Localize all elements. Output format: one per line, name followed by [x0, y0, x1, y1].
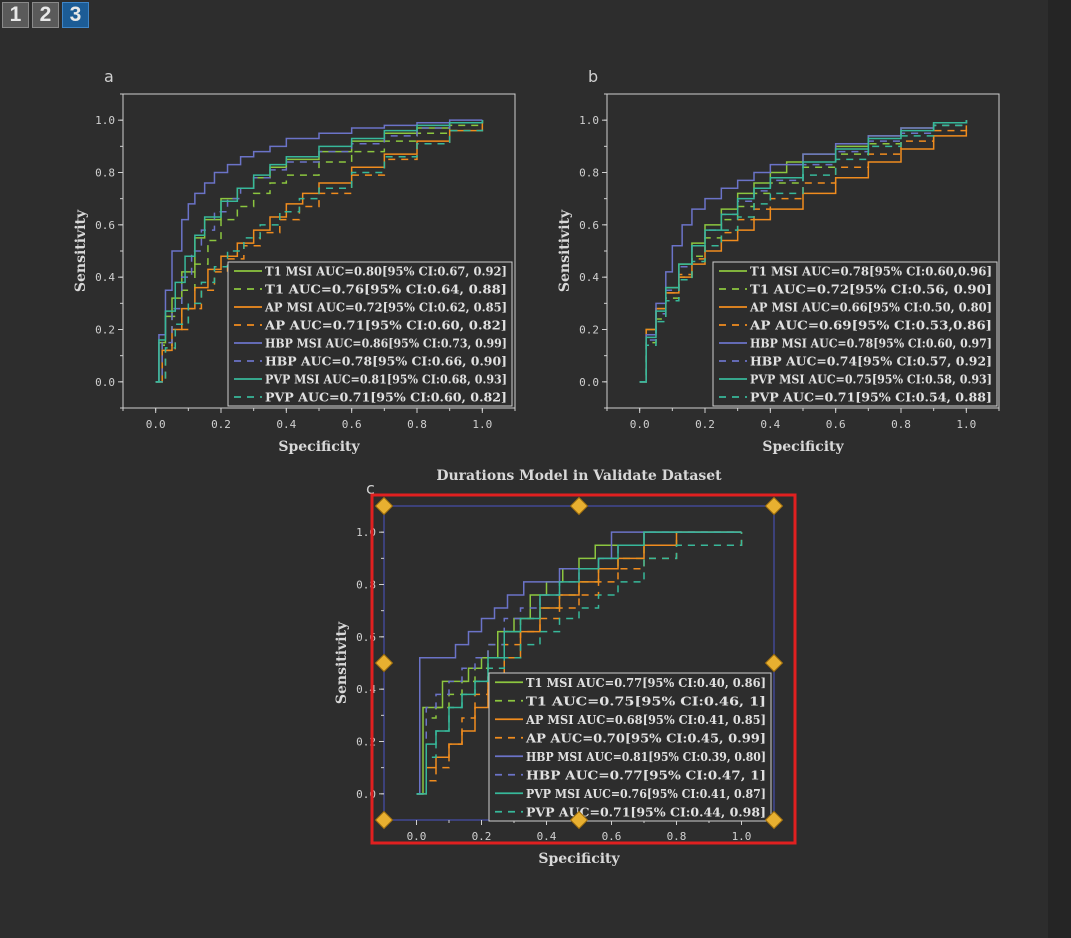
y-tick-label: 0.4 — [579, 271, 599, 284]
x-tick-label: 0.0 — [407, 830, 427, 843]
legend-box — [712, 261, 998, 407]
x-tick-label: 0.6 — [826, 418, 846, 431]
x-tick-label: 0.6 — [602, 830, 622, 843]
y-tick-label: 0.4 — [95, 271, 115, 284]
resize-handle[interactable] — [569, 496, 589, 516]
legend-entry: HBP MSI AUC=0.78[95% CI:0.60, 0.97] — [750, 336, 992, 351]
x-axis-label: Specificity — [278, 439, 360, 455]
legend-entry: PVP AUC=0.71[95% CI:0.54, 0.88] — [750, 390, 992, 405]
roc-curve-pvp-dashed — [155, 120, 484, 383]
roc-curve-pvp-solid — [155, 120, 484, 383]
x-axis-label: Specificity — [538, 851, 620, 867]
roc-chart-a: a 0.0 0.2 0.4 0.6 0.8 1.0 0.0 0.2 0.4 0.6 0.8 1.0 Spe… — [73, 67, 516, 455]
vertical-scrollbar[interactable] — [1048, 0, 1071, 938]
legend-entry: T1 MSI AUC=0.78[95% CI:0.60,0.96] — [750, 264, 992, 279]
x-tick-label: 0.0 — [146, 418, 166, 431]
legend-entry: T1 AUC=0.75[95% CI:0.46, 1] — [526, 693, 766, 708]
legend-entry: HBP MSI AUC=0.81[95% CI:0.39, 0.80] — [526, 749, 766, 764]
x-tick-label: 0.8 — [667, 830, 687, 843]
legend-entry: HBP AUC=0.74[95% CI:0.57, 0.92] — [750, 354, 992, 369]
tab-1[interactable]: 1 — [2, 2, 29, 28]
roc-curve-hbp-solid — [155, 119, 483, 383]
y-tick-label: 1.0 — [579, 114, 599, 127]
resize-handle[interactable] — [374, 496, 394, 516]
tab-2[interactable]: 2 — [32, 2, 59, 28]
legend-entry: AP MSI AUC=0.72[95% CI:0.62, 0.85] — [264, 300, 507, 315]
y-tick-label: 0.8 — [579, 167, 599, 180]
chart-c-title: Durations Model in Validate Dataset — [436, 468, 722, 484]
legend-entry: T1 AUC=0.76[95% CI:0.64, 0.88] — [265, 282, 507, 297]
legend-entry: AP AUC=0.71[95% CI:0.60, 0.82] — [264, 318, 507, 333]
resize-handle[interactable] — [764, 496, 784, 516]
roc-curve-hbp-solid — [639, 120, 968, 383]
x-tick-label: 0.4 — [537, 830, 557, 843]
y-tick-label: 0.2 — [579, 324, 599, 337]
resize-handle[interactable] — [569, 810, 589, 830]
legend-entry: PVP AUC=0.71[95% CI:0.60, 0.82] — [265, 390, 507, 405]
x-tick-label: 0.6 — [342, 418, 362, 431]
y-tick-label: 0.8 — [95, 167, 115, 180]
legend-entry: PVP AUC=0.71[95% CI:0.44, 0.98] — [526, 804, 766, 819]
x-tick-label: 1.0 — [472, 418, 492, 431]
x-tick-label: 0.8 — [891, 418, 911, 431]
y-tick-label: 0.6 — [95, 219, 115, 232]
legend-entry: HBP AUC=0.77[95% CI:0.47, 1] — [526, 767, 766, 782]
x-tick-label: 0.2 — [695, 418, 715, 431]
x-tick-label: 1.0 — [956, 418, 976, 431]
panel-label-b: b — [588, 67, 598, 86]
legend-box — [227, 261, 513, 407]
legend-entry: PVP MSI AUC=0.75[95% CI:0.58, 0.93] — [750, 372, 992, 387]
roc-curve-t1-dashed — [155, 120, 484, 383]
charts-canvas: Durations Model in Validate Dataset a 0.0… — [73, 67, 1000, 867]
legend-entry: PVP MSI AUC=0.81[95% CI:0.68, 0.93] — [265, 372, 507, 387]
y-tick-label: 0.0 — [95, 376, 115, 389]
resize-handle[interactable] — [374, 653, 394, 673]
y-axis-label: Sensitivity — [73, 209, 89, 292]
y-tick-label: 0.6 — [579, 219, 599, 232]
legend-entry: AP AUC=0.70[95% CI:0.45, 0.99] — [525, 730, 766, 745]
resize-handle[interactable] — [764, 653, 784, 673]
x-axis-label: Specificity — [762, 439, 844, 455]
roc-curve-ap-solid — [155, 120, 484, 383]
roc-curve-pvp-dashed — [639, 120, 968, 383]
legend-entry: HBP MSI AUC=0.86[95% CI:0.73, 0.99] — [265, 336, 507, 351]
x-tick-label: 0.2 — [472, 830, 492, 843]
legend-entry: AP MSI AUC=0.66[95% CI:0.50, 0.80] — [749, 300, 992, 315]
resize-handle[interactable] — [764, 810, 784, 830]
x-tick-label: 0.0 — [630, 418, 650, 431]
panel-label-a: a — [104, 67, 114, 86]
page-tabs: 1 2 3 — [0, 0, 90, 30]
legend-entry: T1 MSI AUC=0.77[95% CI:0.40, 0.86] — [526, 675, 766, 690]
x-tick-label: 0.8 — [407, 418, 427, 431]
y-axis-label: Sensitivity — [557, 209, 573, 292]
legend-entry: T1 AUC=0.72[95% CI:0.56, 0.90] — [750, 282, 992, 297]
roc-chart-b: b 0.0 0.2 0.4 0.6 0.8 1.0 0.0 0.2 0.4 0.6 0.8 1.0 Spe… — [557, 67, 1000, 455]
y-tick-label: 0.2 — [95, 324, 115, 337]
y-tick-label: 0.0 — [579, 376, 599, 389]
legend-box — [488, 672, 772, 822]
legend-entry: T1 MSI AUC=0.80[95% CI:0.67, 0.92] — [265, 264, 507, 279]
x-tick-label: 1.0 — [732, 830, 752, 843]
selection-outline[interactable] — [370, 493, 797, 845]
resize-handle[interactable] — [374, 810, 394, 830]
tab-3[interactable]: 3 — [62, 2, 89, 28]
legend-entry: PVP MSI AUC=0.76[95% CI:0.41, 0.87] — [526, 786, 766, 801]
y-axis-label: Sensitivity — [334, 621, 350, 704]
x-tick-label: 0.4 — [276, 418, 296, 431]
x-tick-label: 0.2 — [211, 418, 231, 431]
roc-curve-pvp-dashed — [416, 532, 743, 795]
legend-entry: AP MSI AUC=0.68[95% CI:0.41, 0.85] — [525, 712, 766, 727]
roc-chart-c: c0.0 0.2 0.4 0.6 0.8 1.00.00.20.40.60.81.0Spe… — [334, 479, 797, 867]
legend-entry: AP AUC=0.69[95% CI:0.53,0.86] — [749, 318, 992, 333]
x-tick-label: 0.4 — [760, 418, 780, 431]
panel-label-c: c — [366, 479, 375, 498]
legend-entry: HBP AUC=0.78[95% CI:0.66, 0.90] — [265, 354, 507, 369]
y-tick-label: 1.0 — [95, 114, 115, 127]
